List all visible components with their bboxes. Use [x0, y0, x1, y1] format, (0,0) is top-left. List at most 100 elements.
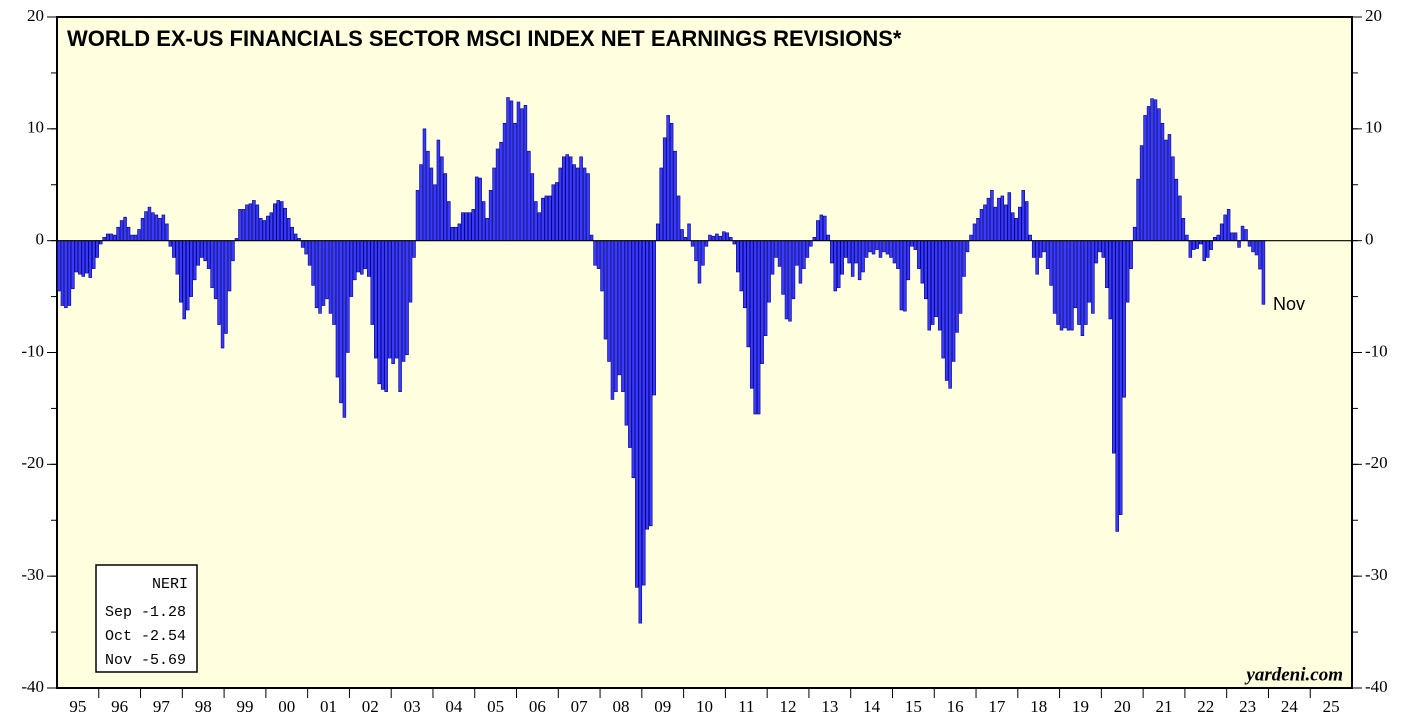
bar — [788, 240, 792, 322]
x-tick-label: 03 — [404, 697, 421, 716]
bar — [436, 139, 441, 241]
bar — [311, 240, 315, 286]
bar — [1014, 218, 1019, 241]
bar — [384, 240, 388, 392]
bar — [1202, 240, 1206, 262]
bar — [1195, 240, 1200, 249]
bar — [1059, 240, 1064, 331]
bar — [572, 164, 576, 241]
bar — [924, 240, 928, 300]
bar — [300, 240, 305, 248]
bar — [861, 240, 865, 273]
bar — [802, 240, 806, 269]
legend-row: Nov -5.69 — [105, 652, 186, 669]
bar — [342, 240, 347, 418]
bar — [217, 240, 221, 325]
bar — [492, 167, 496, 241]
y-tick-label: 10 — [27, 118, 44, 137]
bar — [252, 200, 256, 241]
bar — [401, 240, 406, 362]
y-tick-label: -20 — [21, 453, 44, 472]
y-tick-label: 20 — [27, 6, 44, 25]
bar — [666, 115, 670, 241]
bar — [1115, 240, 1119, 532]
bar — [85, 240, 89, 274]
bar — [1146, 106, 1151, 241]
bar — [857, 240, 862, 281]
bar — [882, 240, 886, 253]
bar — [109, 233, 113, 241]
bar — [1070, 240, 1074, 331]
bar — [830, 240, 834, 264]
bar — [203, 240, 207, 262]
bar — [1073, 240, 1078, 309]
bar — [426, 150, 430, 241]
x-tick-label: 13 — [821, 697, 838, 716]
x-tick-label: 00 — [278, 697, 295, 716]
bar — [701, 240, 705, 266]
bar — [464, 212, 468, 241]
x-tick-label: 12 — [780, 697, 797, 716]
bar — [749, 240, 754, 389]
bar — [231, 240, 235, 262]
bar — [1251, 240, 1255, 253]
bar — [321, 240, 326, 306]
bar — [610, 240, 615, 400]
bar — [335, 240, 340, 378]
bar — [823, 215, 827, 241]
bar — [1024, 201, 1029, 241]
bar — [81, 240, 86, 277]
bar — [1028, 234, 1032, 241]
bar — [997, 197, 1001, 241]
bar — [1052, 240, 1057, 314]
bar — [889, 240, 893, 258]
bar — [206, 240, 211, 269]
y2-tick-label: 10 — [1365, 118, 1382, 137]
x-tick-label: 95 — [69, 697, 86, 716]
y2-tick-label: -10 — [1365, 341, 1388, 360]
bar — [948, 240, 952, 389]
bar — [944, 240, 949, 381]
bar — [412, 240, 416, 258]
bar — [450, 226, 455, 241]
bar — [485, 218, 489, 241]
bar — [516, 101, 521, 241]
bar — [548, 195, 552, 241]
bar — [1004, 204, 1008, 241]
bar — [1080, 240, 1085, 337]
bar — [1164, 139, 1168, 241]
bar — [920, 240, 925, 284]
bar — [447, 201, 451, 241]
bar — [1101, 240, 1106, 258]
x-tick-label: 04 — [445, 697, 463, 716]
bar — [979, 209, 984, 241]
bar — [1056, 240, 1060, 325]
bar — [147, 206, 152, 241]
bar — [1084, 240, 1088, 325]
x-tick-label: 97 — [153, 697, 171, 716]
bar — [116, 226, 120, 241]
bar — [697, 240, 702, 284]
bar — [722, 231, 726, 241]
x-tick-label: 06 — [529, 697, 546, 716]
bar — [1031, 240, 1036, 258]
bar — [471, 209, 475, 241]
bar — [1209, 240, 1213, 250]
bar — [1160, 122, 1165, 241]
bar — [429, 167, 434, 241]
bar — [530, 173, 535, 241]
bar — [972, 223, 977, 241]
bar — [1049, 240, 1053, 286]
bar — [1063, 240, 1067, 329]
bar — [1094, 240, 1099, 264]
bar — [279, 201, 284, 241]
x-tick-label: 08 — [612, 697, 629, 716]
chart-title: WORLD EX-US FINANCIALS SECTOR MSCI INDEX… — [67, 26, 902, 51]
bar — [318, 240, 322, 314]
bar — [387, 240, 392, 359]
bar — [112, 234, 117, 241]
legend-row: Sep -1.28 — [105, 604, 186, 621]
bar — [551, 184, 556, 241]
bar — [1240, 225, 1245, 241]
bar — [1143, 115, 1147, 241]
